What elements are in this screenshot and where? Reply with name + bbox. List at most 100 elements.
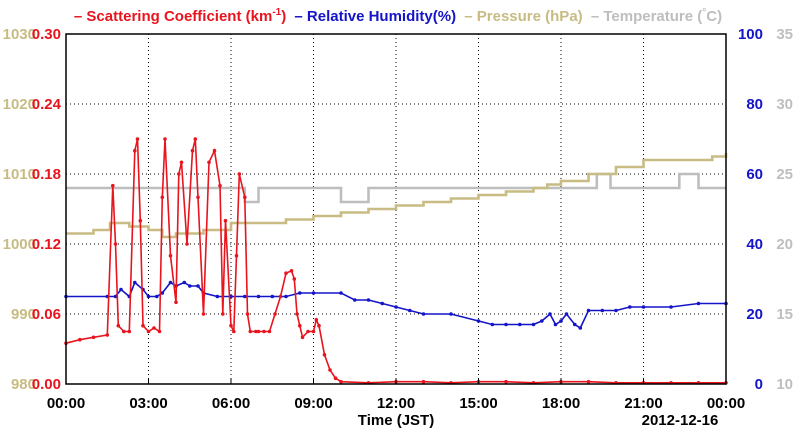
data-point xyxy=(243,195,247,200)
data-point xyxy=(146,329,151,334)
data-point xyxy=(111,183,115,188)
data-point xyxy=(333,376,338,381)
data-point xyxy=(540,319,544,323)
series-layer xyxy=(64,137,728,385)
data-point xyxy=(168,280,173,285)
data-point xyxy=(196,284,200,288)
data-point xyxy=(152,326,156,330)
data-point xyxy=(614,308,618,313)
data-point xyxy=(289,269,294,273)
data-point xyxy=(138,218,143,223)
data-point xyxy=(256,294,261,299)
data-point xyxy=(353,298,357,302)
temperature-tick-label: 35 xyxy=(776,26,793,43)
data-point xyxy=(295,312,299,316)
humidity-tick-label: 20 xyxy=(746,306,763,323)
data-point xyxy=(267,329,272,334)
data-point xyxy=(314,318,319,322)
legend-entry: – Pressure (hPa) xyxy=(460,8,583,25)
data-point xyxy=(586,308,591,313)
x-tick-label: 09:00 xyxy=(294,395,332,412)
data-point xyxy=(300,335,305,340)
data-point xyxy=(177,172,181,176)
data-point xyxy=(573,322,577,327)
data-point xyxy=(119,287,123,292)
data-point xyxy=(262,329,266,334)
data-point xyxy=(212,148,217,153)
data-point xyxy=(449,312,453,316)
date-label: 2012-12-16 xyxy=(642,412,719,429)
x-tick-label: 21:00 xyxy=(624,395,662,412)
data-point xyxy=(234,253,239,258)
data-point xyxy=(113,242,118,246)
data-point xyxy=(292,277,297,281)
data-point xyxy=(366,298,371,302)
data-point xyxy=(196,195,200,200)
data-point xyxy=(504,379,508,384)
data-point xyxy=(586,379,591,384)
data-point xyxy=(311,291,316,295)
humidity-tick-label: 60 xyxy=(746,166,763,183)
data-point xyxy=(179,160,184,165)
x-tick-label: 06:00 xyxy=(212,395,250,412)
pressure-tick-label: 1020 xyxy=(3,96,36,113)
x-tick-label: 12:00 xyxy=(377,395,415,412)
data-point xyxy=(394,305,398,309)
data-point xyxy=(141,323,145,328)
data-point xyxy=(564,312,569,316)
data-point xyxy=(155,294,159,299)
data-point xyxy=(490,322,495,327)
data-point xyxy=(182,280,187,285)
pressure-tick-label: 1000 xyxy=(3,236,36,253)
data-point xyxy=(190,148,195,153)
data-point xyxy=(298,291,302,295)
temperature-tick-label: 25 xyxy=(776,166,793,183)
data-point xyxy=(311,329,316,334)
data-point xyxy=(157,329,162,334)
pressure-tick-label: 990 xyxy=(11,306,36,323)
data-point xyxy=(215,294,220,299)
data-point xyxy=(641,305,646,309)
humidity-tick-label: 80 xyxy=(746,96,763,113)
data-point xyxy=(122,329,126,334)
data-point xyxy=(408,308,412,313)
x-tick-label: 15:00 xyxy=(459,395,497,412)
data-point xyxy=(91,335,96,340)
data-point xyxy=(696,301,701,306)
temperature-tick-label: 10 xyxy=(776,376,793,393)
data-point xyxy=(476,319,481,323)
data-point xyxy=(578,326,583,330)
scattering-tick-label: 0.00 xyxy=(32,376,61,393)
legend-entry: – Relative Humidity(%) xyxy=(290,8,457,25)
tick-layer: 00:00 03:00 06:00 09:00 12:00 15:00 18:00 21:00… xyxy=(3,26,793,412)
series-line-pressure xyxy=(66,153,728,239)
humidity-tick-label: 100 xyxy=(738,26,763,43)
data-point xyxy=(135,137,140,141)
pressure-tick-label: 1030 xyxy=(3,26,36,43)
temperature-tick-label: 30 xyxy=(776,96,793,113)
temperature-tick-label: 20 xyxy=(776,236,793,253)
data-point xyxy=(298,323,302,328)
data-point xyxy=(78,337,82,342)
data-point xyxy=(421,312,426,316)
data-point xyxy=(127,329,132,334)
data-point xyxy=(201,312,206,316)
data-point xyxy=(163,137,167,141)
data-point xyxy=(133,280,137,285)
data-point xyxy=(243,294,247,299)
x-tick-label: 03:00 xyxy=(129,395,167,412)
scattering-tick-label: 0.24 xyxy=(32,96,62,113)
pressure-tick-label: 980 xyxy=(11,376,36,393)
data-point xyxy=(284,271,288,276)
x-tick-label: 00:00 xyxy=(47,395,85,412)
data-point xyxy=(185,242,189,246)
data-point xyxy=(160,195,165,200)
data-point xyxy=(317,323,321,328)
x-tick-label: 18:00 xyxy=(542,395,580,412)
data-point xyxy=(188,284,192,288)
data-point xyxy=(380,301,385,306)
data-point xyxy=(339,291,343,295)
data-point xyxy=(256,329,261,334)
scattering-tick-label: 0.18 xyxy=(32,166,61,183)
